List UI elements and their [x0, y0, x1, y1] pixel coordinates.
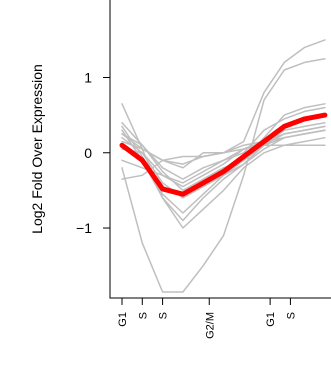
background-series-line-1 — [121, 103, 326, 192]
y-tick-label: 0 — [84, 145, 92, 161]
y-axis-title: Log2 Fold Over Expression — [29, 64, 45, 234]
x-tick-label: S — [158, 312, 170, 319]
plot-frame — [109, 0, 331, 299]
y-tick-label: 1 — [84, 70, 92, 86]
x-tick-label: G1 — [117, 312, 129, 327]
x-tick-label: G2/M — [204, 312, 216, 339]
highlight-series-line — [119, 112, 328, 197]
background-series-line-12 — [121, 39, 326, 169]
x-axis: G1 S S G2/M G1 S — [117, 298, 297, 339]
x-tick-label: S — [285, 312, 297, 319]
background-series-line-11 — [121, 57, 326, 293]
background-series-group — [121, 39, 326, 293]
background-series-line-9 — [121, 129, 326, 188]
x-tick-label: S — [137, 312, 149, 319]
y-tick-label: −1 — [76, 220, 92, 236]
x-tick-label: G1 — [265, 312, 277, 327]
highlight-series-group — [119, 112, 328, 197]
y-axis: 1 0 −1 — [76, 70, 110, 236]
